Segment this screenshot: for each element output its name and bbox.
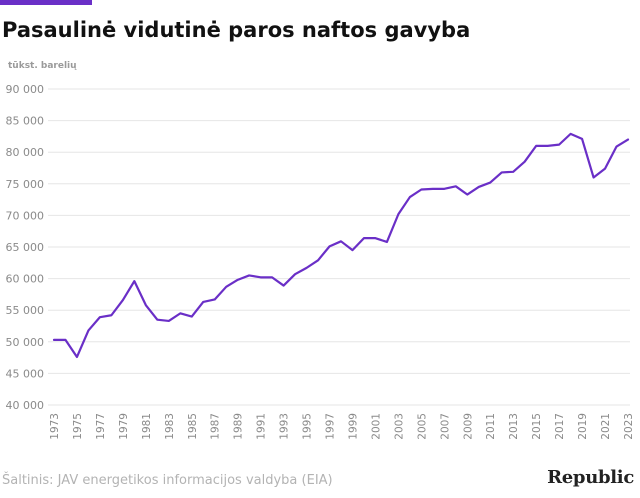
x-tick-label: 1981 (141, 413, 153, 440)
y-tick-label: 80 000 (6, 146, 45, 159)
x-tick-label: 2001 (370, 413, 382, 440)
x-tick-label: 2005 (416, 413, 428, 440)
x-tick-label: 1991 (256, 413, 268, 440)
x-tick-label: 1983 (164, 413, 176, 440)
y-tick-label: 70 000 (6, 209, 45, 222)
y-tick-label: 40 000 (6, 399, 45, 412)
x-tick-label: 1987 (210, 413, 222, 440)
x-tick-label: 2003 (393, 413, 405, 440)
x-tick-label: 1979 (118, 413, 130, 440)
y-tick-label: 65 000 (6, 241, 45, 254)
x-tick-label: 1989 (233, 413, 245, 440)
y-tick-label: 45 000 (6, 367, 45, 380)
x-tick-label: 2017 (554, 413, 566, 440)
y-tick-label: 50 000 (6, 336, 45, 349)
x-tick-label: 1977 (95, 413, 107, 440)
x-tick-label: 2011 (485, 413, 497, 440)
grid-lines (48, 88, 630, 406)
x-tick-label: 1999 (347, 413, 359, 440)
x-tick-label: 1985 (187, 413, 199, 440)
y-tick-label: 75 000 (6, 178, 45, 191)
republic-logo: Republic (547, 467, 634, 488)
x-tick-label: 1993 (279, 413, 291, 440)
x-tick-label: 2023 (623, 413, 635, 440)
y-axis-unit-label: tūkst. barelių (8, 61, 77, 71)
y-tick-label: 60 000 (6, 273, 45, 286)
x-tick-label: 2007 (439, 413, 451, 440)
x-tick-labels: 1973 1975 1977 1979 1981 1983 1985 1987 1989 1991… (49, 413, 635, 440)
x-tick-label: 2021 (600, 413, 612, 440)
x-tick-label: 2015 (531, 413, 543, 440)
y-tick-labels: 40 000 45 000 50 000 55 000 60 000 65 000 70 0… (6, 83, 45, 412)
x-tick-label: 2009 (462, 413, 474, 440)
chart-title: Pasaulinė vidutinė paros naftos gavyba (2, 18, 471, 42)
x-tick-label: 2013 (508, 413, 520, 440)
x-tick-label: 1995 (302, 413, 314, 440)
x-tick-label: 1997 (325, 413, 337, 440)
data-series (52, 132, 630, 359)
x-tick-label: 1975 (72, 413, 84, 440)
y-tick-label: 85 000 (6, 115, 45, 128)
accent-bar (0, 0, 92, 5)
y-tick-label: 90 000 (6, 83, 45, 96)
series-line (52, 132, 630, 359)
x-tick-label: 2019 (577, 413, 589, 440)
x-tick-label: 1973 (49, 413, 61, 440)
source-note: Šaltinis: JAV energetikos informacijos v… (2, 473, 333, 488)
y-tick-label: 55 000 (6, 304, 45, 317)
